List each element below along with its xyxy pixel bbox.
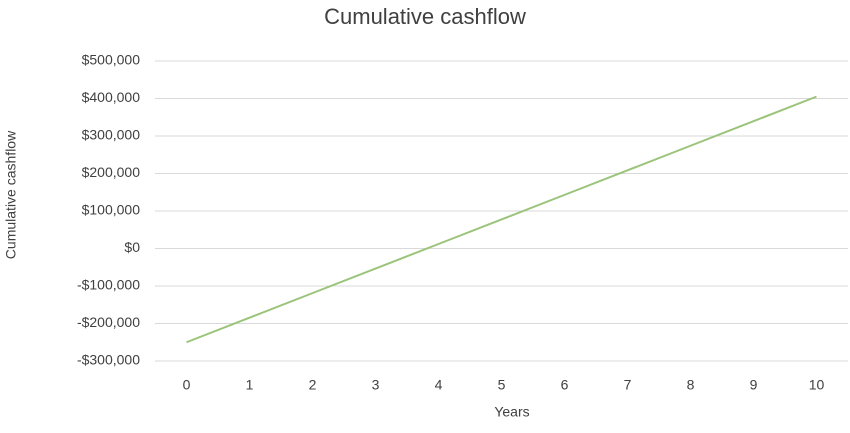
y-tick-label: -$300,000 <box>77 352 140 368</box>
y-tick-label: $400,000 <box>82 89 141 105</box>
x-tick-label: 3 <box>372 377 380 393</box>
y-tick-label: $200,000 <box>82 164 141 180</box>
y-tick-label: $100,000 <box>82 202 141 218</box>
y-tick-label: $500,000 <box>82 52 141 68</box>
x-tick-label: 2 <box>309 377 317 393</box>
x-tick-label: 4 <box>435 377 443 393</box>
x-tick-label: 6 <box>561 377 569 393</box>
x-tick-label: 1 <box>246 377 254 393</box>
y-tick-label: -$200,000 <box>77 314 140 330</box>
x-tick-label: 7 <box>624 377 632 393</box>
x-tick-label: 10 <box>809 377 825 393</box>
x-axis-label: Years <box>494 404 529 420</box>
y-tick-label: -$100,000 <box>77 277 140 293</box>
x-tick-label: 8 <box>687 377 695 393</box>
data-line <box>186 95 817 344</box>
x-tick-label: 5 <box>498 377 506 393</box>
x-tick-label: 0 <box>183 377 191 393</box>
x-tick-label: 9 <box>750 377 758 393</box>
chart-title: Cumulative cashflow <box>324 4 526 29</box>
y-axis-label: Cumulative cashflow <box>3 130 19 259</box>
y-tick-label: $0 <box>124 239 140 255</box>
y-tick-label: $300,000 <box>82 127 141 143</box>
